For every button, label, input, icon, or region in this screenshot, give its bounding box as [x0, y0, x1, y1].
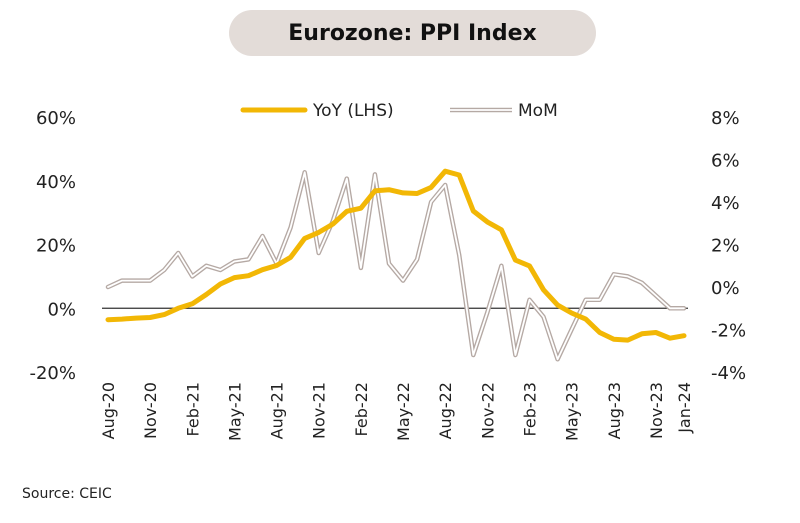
x-tick-label: Aug-20 [99, 382, 118, 439]
x-tick-label: May-23 [563, 382, 582, 441]
x-tick-label: May-22 [394, 382, 413, 441]
chart-title-pill: Eurozone: PPI Index [229, 10, 596, 56]
x-tick-label: Feb-22 [352, 382, 371, 436]
series-line-mom-core [107, 171, 685, 361]
x-tick-label: Nov-21 [310, 382, 329, 439]
x-tick-label: Aug-23 [605, 382, 624, 439]
legend-label-yoy: YoY (LHS) [312, 101, 394, 121]
y-right-tick-label: -4% [711, 363, 746, 384]
y-right-tick-label: 2% [711, 236, 740, 257]
y-left-tick-label: -20% [29, 363, 76, 384]
y-left-tick-label: 20% [36, 236, 76, 257]
x-tick-label: Jan-24 [675, 382, 694, 434]
legend-label-mom: MoM [518, 101, 558, 121]
y-right-tick-label: -2% [711, 321, 746, 342]
y-right-tick-label: 6% [711, 151, 740, 172]
x-tick-label: Aug-22 [436, 382, 455, 439]
x-tick-label: Nov-23 [647, 382, 666, 439]
series-line-yoy [105, 168, 687, 343]
x-tick-label: May-21 [225, 382, 244, 441]
x-tick-label: Nov-20 [141, 382, 160, 439]
x-tick-label: Aug-21 [268, 382, 287, 439]
chart-title: Eurozone: PPI Index [288, 20, 537, 46]
y-right-tick-label: 8% [711, 108, 740, 129]
y-left-tick-label: 60% [36, 108, 76, 129]
y-right-tick-label: 4% [711, 193, 740, 214]
x-tick-label: Feb-21 [183, 382, 202, 436]
x-tick-label: Nov-22 [478, 382, 497, 439]
source-note: Source: CEIC [22, 486, 112, 502]
x-tick-label: Feb-23 [520, 382, 539, 436]
y-left-tick-label: 40% [36, 172, 76, 193]
y-right-tick-label: 0% [711, 278, 740, 299]
y-left-tick-label: 0% [47, 299, 76, 320]
